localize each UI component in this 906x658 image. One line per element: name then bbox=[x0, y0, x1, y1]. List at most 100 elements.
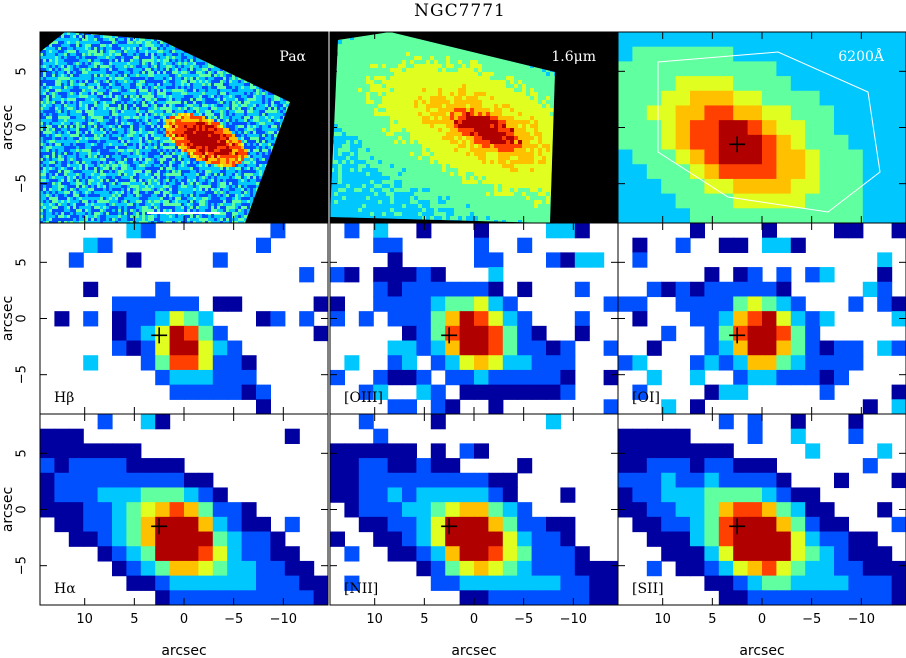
image-pixel bbox=[70, 116, 73, 119]
image-pixel bbox=[67, 77, 70, 80]
image-pixel bbox=[187, 137, 190, 140]
image-pixel bbox=[274, 98, 277, 101]
image-pixel bbox=[190, 110, 193, 113]
image-pixel bbox=[79, 92, 82, 95]
image-pixel bbox=[181, 77, 184, 80]
image-pixel bbox=[241, 98, 244, 101]
image-pixel bbox=[253, 152, 256, 155]
image-pixel bbox=[277, 104, 280, 107]
image-pixel bbox=[265, 155, 268, 158]
image-pixel bbox=[70, 77, 73, 80]
image-pixel bbox=[64, 113, 67, 116]
panel-map-0 bbox=[40, 32, 328, 223]
image-pixel bbox=[157, 158, 160, 161]
image-pixel bbox=[100, 179, 103, 182]
image-pixel bbox=[145, 113, 148, 116]
image-pixel bbox=[253, 170, 256, 173]
image-pixel bbox=[241, 158, 244, 161]
image-pixel bbox=[193, 92, 196, 95]
image-pixel bbox=[142, 56, 145, 59]
image-pixel bbox=[97, 92, 100, 95]
image-pixel bbox=[154, 161, 157, 164]
image-pixel bbox=[247, 143, 250, 146]
image-pixel bbox=[79, 158, 82, 161]
image-pixel bbox=[187, 98, 190, 101]
image-pixel bbox=[85, 149, 88, 152]
image-pixel bbox=[148, 86, 151, 89]
image-pixel bbox=[148, 179, 151, 182]
image-pixel bbox=[205, 176, 208, 179]
image-pixel bbox=[241, 113, 244, 116]
image-pixel bbox=[184, 131, 187, 134]
image-pixel bbox=[85, 137, 88, 140]
image-pixel bbox=[196, 80, 199, 83]
image-pixel bbox=[178, 59, 181, 62]
image-pixel bbox=[163, 167, 166, 170]
image-pixel bbox=[106, 68, 109, 71]
image-pixel bbox=[82, 74, 85, 77]
image-pixel bbox=[40, 137, 43, 140]
image-pixel bbox=[79, 116, 82, 119]
image-pixel bbox=[157, 56, 160, 59]
image-pixel bbox=[199, 170, 202, 173]
image-pixel bbox=[238, 122, 241, 125]
image-pixel bbox=[73, 101, 76, 104]
image-pixel bbox=[103, 83, 106, 86]
image-pixel bbox=[106, 182, 109, 185]
image-pixel bbox=[103, 161, 106, 164]
image-pixel bbox=[85, 68, 88, 71]
image-pixel bbox=[166, 50, 169, 53]
image-pixel bbox=[172, 47, 175, 50]
image-pixel bbox=[61, 50, 64, 53]
image-pixel bbox=[79, 53, 82, 56]
image-pixel bbox=[187, 110, 190, 113]
image-pixel bbox=[136, 71, 139, 74]
image-pixel bbox=[55, 140, 58, 143]
image-pixel bbox=[157, 50, 160, 53]
image-pixel bbox=[139, 140, 142, 143]
image-pixel bbox=[253, 107, 256, 110]
image-pixel bbox=[256, 170, 259, 173]
image-pixel bbox=[151, 152, 154, 155]
image-pixel bbox=[124, 176, 127, 179]
image-pixel bbox=[79, 65, 82, 68]
image-pixel bbox=[199, 68, 202, 71]
image-pixel bbox=[163, 134, 166, 137]
image-pixel bbox=[52, 104, 55, 107]
image-pixel bbox=[205, 149, 208, 152]
image-pixel bbox=[211, 179, 214, 182]
image-pixel bbox=[235, 158, 238, 161]
image-pixel bbox=[166, 137, 169, 140]
image-pixel bbox=[157, 125, 160, 128]
image-pixel bbox=[94, 110, 97, 113]
image-pixel bbox=[118, 161, 121, 164]
image-pixel bbox=[178, 182, 181, 185]
image-pixel bbox=[169, 161, 172, 164]
image-pixel bbox=[232, 98, 235, 101]
image-pixel bbox=[127, 182, 130, 185]
image-pixel bbox=[109, 104, 112, 107]
image-pixel bbox=[121, 56, 124, 59]
image-pixel bbox=[223, 119, 226, 122]
image-pixel bbox=[127, 179, 130, 182]
image-pixel bbox=[58, 119, 61, 122]
image-pixel bbox=[112, 68, 115, 71]
image-pixel bbox=[175, 125, 178, 128]
image-pixel bbox=[229, 122, 232, 125]
image-pixel bbox=[151, 101, 154, 104]
image-pixel bbox=[64, 128, 67, 131]
image-pixel bbox=[205, 89, 208, 92]
image-pixel bbox=[199, 173, 202, 176]
image-pixel bbox=[274, 119, 277, 122]
image-pixel bbox=[94, 173, 97, 176]
image-pixel bbox=[109, 185, 112, 188]
image-pixel bbox=[76, 104, 79, 107]
image-pixel bbox=[196, 152, 199, 155]
image-pixel bbox=[169, 131, 172, 134]
image-pixel bbox=[244, 92, 247, 95]
image-pixel bbox=[199, 98, 202, 101]
image-pixel bbox=[226, 137, 229, 140]
image-pixel bbox=[244, 170, 247, 173]
image-pixel bbox=[226, 176, 229, 179]
image-pixel bbox=[49, 44, 52, 47]
